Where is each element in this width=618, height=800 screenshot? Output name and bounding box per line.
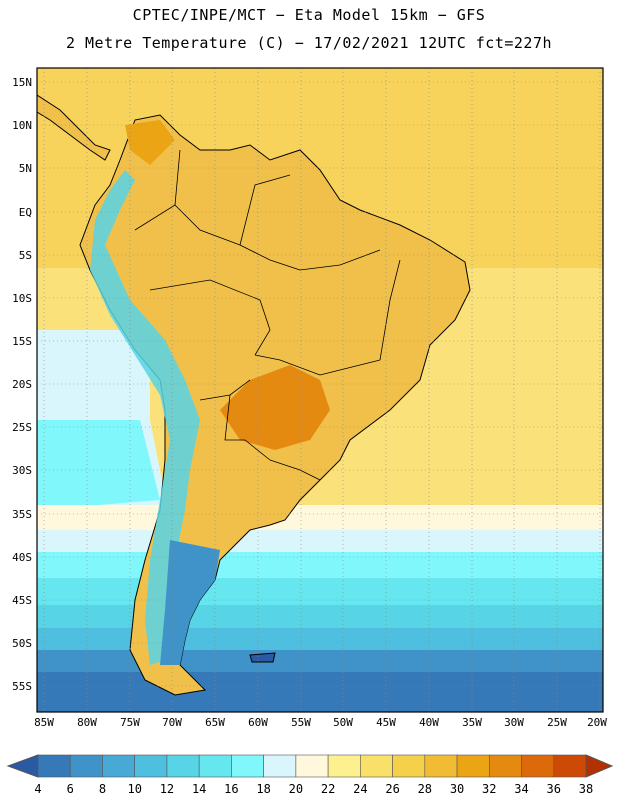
- lat-label: 10N: [12, 119, 32, 132]
- lon-label: 25W: [547, 716, 567, 729]
- colorbar-label: 38: [578, 782, 594, 796]
- ocean-band-8: [37, 650, 603, 675]
- colorbar-segment: [295, 754, 329, 778]
- colorbar-segment: [360, 754, 393, 778]
- lon-label: 50W: [333, 716, 353, 729]
- colorbar-segment: [392, 754, 426, 778]
- lon-label: 20W: [587, 716, 607, 729]
- colorbar-label: 34: [514, 782, 529, 796]
- colorbar-label: 32: [482, 782, 497, 796]
- colorbar-segment: [69, 754, 103, 778]
- colorbar-segment: [263, 754, 297, 778]
- colorbar-segment: [231, 754, 264, 778]
- map-plot-area: [37, 68, 603, 712]
- colorbar-segment: [553, 754, 587, 778]
- lon-label: 85W: [34, 716, 54, 729]
- ocean-band-18: [37, 552, 603, 580]
- land-hot-core: [220, 365, 330, 450]
- colorbar-label: 8: [98, 782, 107, 796]
- lon-label: 45W: [376, 716, 396, 729]
- colorbar: [6, 754, 614, 778]
- colorbar-label: 18: [256, 782, 271, 796]
- lon-label: 65W: [205, 716, 225, 729]
- colorbar-label: 24: [353, 782, 368, 796]
- colorbar-arrow-right: [585, 754, 614, 778]
- colorbar-label: 22: [320, 782, 336, 796]
- lon-label: 35W: [462, 716, 482, 729]
- lat-label: 50S: [12, 637, 32, 650]
- lon-label: 60W: [248, 716, 268, 729]
- colorbar-segment: [102, 754, 136, 778]
- colorbar-segment: [327, 754, 361, 778]
- colorbar-label: 4: [34, 782, 42, 796]
- lon-label: 70W: [162, 716, 182, 729]
- colorbar-label: 16: [224, 782, 239, 796]
- colorbar-segment: [37, 754, 71, 778]
- colorbar-segment: [488, 754, 522, 778]
- colorbar-label: 30: [449, 782, 465, 796]
- lon-label: 80W: [77, 716, 97, 729]
- map-title-line2: 2 Metre Temperature (C) − 17/02/2021 12U…: [65, 34, 553, 52]
- lon-label: 75W: [120, 716, 140, 729]
- country-borders: [134, 149, 401, 481]
- colorbar-segment: [424, 754, 458, 778]
- lat-label: 55S: [12, 680, 32, 693]
- map-frame: [36, 67, 604, 713]
- ocean-band-16: [37, 578, 603, 608]
- colorbar-arrow-left: [6, 754, 39, 778]
- colorbar-segment: [198, 754, 232, 778]
- ocean-band-pacific-cold: [37, 420, 160, 510]
- lon-label: 30W: [504, 716, 524, 729]
- colorbar-segment: [456, 754, 490, 778]
- colorbar-label: 10: [127, 782, 142, 796]
- ocean-band-14: [37, 605, 603, 630]
- lat-label: 10S: [12, 292, 32, 305]
- ocean-band-20: [37, 530, 603, 555]
- ocean-band-6: [37, 672, 603, 712]
- colorbar-label: 20: [288, 782, 304, 796]
- lat-label: 40S: [12, 551, 32, 564]
- colorbar-label: 26: [385, 782, 400, 796]
- central-america-land: [37, 94, 111, 161]
- lat-label: 20S: [12, 378, 32, 391]
- colorbar-label: 6: [66, 782, 74, 796]
- lat-label: 35S: [12, 508, 32, 521]
- lat-label: EQ: [18, 206, 32, 219]
- lat-label: 45S: [12, 594, 32, 607]
- colorbar-segment: [166, 754, 200, 778]
- lat-label: 25S: [12, 421, 32, 434]
- patagonia-cool: [160, 540, 220, 665]
- lat-label: 5S: [18, 249, 32, 262]
- colorbar-label: 28: [417, 782, 433, 796]
- lat-label: 15S: [12, 335, 32, 348]
- falkland-islands: [249, 652, 276, 663]
- colorbar-segment: [521, 754, 555, 778]
- lat-label: 30S: [12, 464, 32, 477]
- lon-label: 55W: [291, 716, 311, 729]
- lat-label: 5N: [18, 162, 32, 175]
- colorbar-label: 36: [546, 782, 561, 796]
- colorbar-segment: [134, 754, 168, 778]
- colorbar-label: 12: [159, 782, 175, 796]
- ocean-band-12: [37, 628, 603, 653]
- colorbar-label: 14: [191, 782, 207, 796]
- lon-label: 40W: [419, 716, 439, 729]
- land-hot-north: [125, 120, 175, 165]
- map-title-line1: CPTEC/INPE/MCT − Eta Model 15km − GFS: [132, 6, 486, 24]
- lat-label: 15N: [12, 76, 32, 89]
- graticule: [37, 68, 603, 712]
